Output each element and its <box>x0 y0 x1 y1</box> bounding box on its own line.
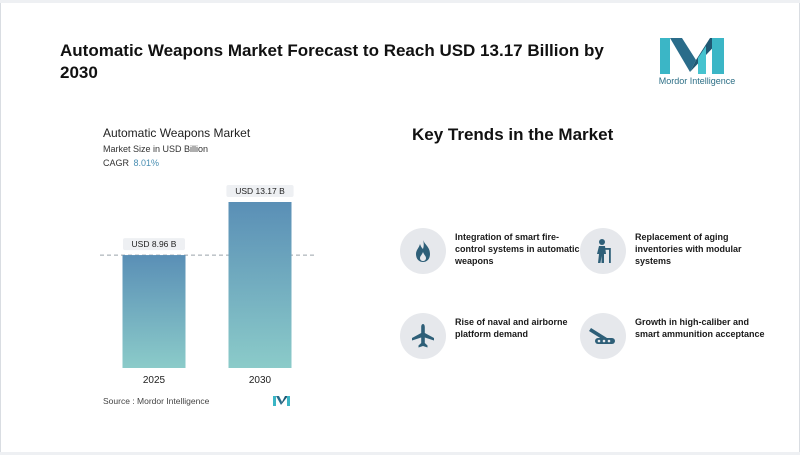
trend-text: Integration of smart fire-control system… <box>455 232 580 266</box>
value-label: USD 13.17 B <box>235 186 285 196</box>
value-label-bg <box>226 185 294 197</box>
trend-item: Rise of naval and airborne platform dema… <box>400 313 590 363</box>
trend-text: Replacement of aging inventories with mo… <box>635 232 742 266</box>
elderly-person-icon <box>580 228 626 274</box>
ammunition-icon <box>580 313 626 359</box>
mordor-logo-icon <box>650 36 740 90</box>
x-tick-label: 2025 <box>143 375 166 386</box>
chart-subtitle: Market Size in USD Billion <box>103 144 209 154</box>
value-label: USD 8.96 B <box>132 239 177 249</box>
trend-text: Growth in high-caliber and smart ammunit… <box>635 317 765 339</box>
mini-logo-icon <box>272 394 292 412</box>
cagr-line: CAGR 8.01% <box>103 158 159 168</box>
trend-item: Growth in high-caliber and smart ammunit… <box>580 313 770 363</box>
source-text: Source : Mordor Intelligence <box>103 396 210 406</box>
trends-title: Key Trends in the Market <box>412 125 614 144</box>
trend-item: Replacement of aging inventories with mo… <box>580 228 770 278</box>
top-border <box>0 0 800 3</box>
trend-item: Integration of smart fire-control system… <box>400 228 590 278</box>
x-tick-label: 2030 <box>249 375 272 386</box>
page-title: Automatic Weapons Market Forecast to Rea… <box>60 41 604 82</box>
cagr-value: 8.01% <box>133 158 160 168</box>
airplane-icon <box>400 313 446 359</box>
bottom-border <box>0 452 800 455</box>
logo-text: Mordor Intelligence <box>658 76 736 86</box>
chart-title: Automatic Weapons Market <box>103 126 251 140</box>
cagr-label: CAGR <box>103 158 130 168</box>
bar-2030 <box>228 202 292 368</box>
value-label-bg <box>123 238 185 251</box>
trend-text: Rise of naval and airborne platform dema… <box>455 317 568 339</box>
flame-icon <box>400 228 446 274</box>
bar-2025 <box>122 255 186 368</box>
bar-chart: USD 8.96 B 2025 USD 13.17 B 2030 <box>100 185 315 386</box>
